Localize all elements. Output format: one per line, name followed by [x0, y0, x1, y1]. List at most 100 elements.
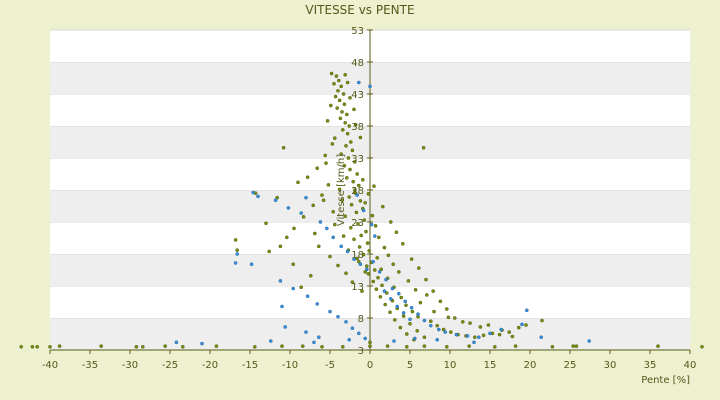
data-point [342, 163, 347, 168]
data-point [408, 317, 412, 322]
data-point [235, 252, 239, 256]
data-point [281, 145, 286, 150]
data-point [268, 339, 273, 343]
data-point [376, 235, 381, 240]
data-point [348, 225, 353, 230]
data-point [384, 277, 388, 282]
data-point [335, 106, 340, 110]
data-point [401, 314, 406, 318]
data-point [343, 73, 348, 77]
data-point [352, 107, 356, 112]
data-point [408, 321, 412, 326]
data-point [354, 210, 359, 215]
data-point [421, 145, 426, 150]
data-point [316, 244, 321, 249]
data-point [360, 177, 365, 182]
data-point [348, 167, 352, 172]
data-point [435, 323, 440, 328]
data-point [404, 344, 409, 349]
data-point [233, 238, 238, 242]
data-point [488, 331, 492, 336]
x-tick-label: 15 [484, 360, 497, 371]
data-point [134, 344, 139, 349]
data-point [326, 183, 331, 187]
data-point [368, 344, 372, 348]
data-point [332, 81, 336, 86]
y-tick-label: 33 [351, 154, 364, 165]
data-point [377, 270, 382, 274]
data-point [398, 325, 403, 330]
data-point [415, 328, 420, 333]
data-point [360, 289, 364, 293]
data-point [358, 262, 363, 267]
data-point [320, 344, 324, 349]
data-point [284, 235, 289, 240]
data-point [460, 320, 465, 324]
data-point [348, 96, 352, 100]
data-point [339, 152, 344, 156]
data-point [347, 195, 352, 199]
data-point [363, 200, 368, 205]
data-point [520, 322, 524, 327]
data-point [373, 224, 378, 228]
data-point [339, 84, 344, 89]
data-point [341, 92, 346, 96]
data-point [344, 271, 348, 276]
data-point [235, 248, 239, 252]
x-tick-label: -15 [242, 360, 258, 371]
data-point [305, 294, 310, 299]
x-tick-label: 0 [367, 360, 373, 371]
data-point [376, 275, 380, 280]
data-point [444, 307, 449, 311]
data-point [380, 283, 384, 288]
data-point [364, 229, 368, 234]
data-point [337, 187, 342, 192]
data-point [443, 330, 448, 334]
data-point [369, 222, 374, 227]
data-point [409, 257, 414, 261]
data-point [256, 194, 260, 199]
data-point [337, 98, 342, 103]
data-point [249, 262, 254, 267]
data-point [355, 193, 360, 197]
data-point [340, 128, 345, 132]
data-point [386, 253, 391, 258]
data-point [539, 335, 544, 340]
x-axis-title: Pente [%] [641, 375, 690, 386]
data-point [468, 321, 472, 325]
data-point [452, 316, 457, 320]
data-point [378, 295, 383, 299]
data-point [384, 291, 389, 295]
data-point [342, 102, 347, 107]
data-point [30, 344, 35, 349]
data-point [364, 264, 369, 268]
data-point [428, 319, 433, 324]
data-point [358, 135, 363, 140]
data-point [392, 339, 396, 343]
x-tick-label: -25 [162, 360, 178, 371]
data-point [524, 323, 528, 327]
plot-points [19, 71, 704, 349]
data-point [388, 296, 393, 301]
data-point [412, 336, 417, 341]
data-point [324, 161, 328, 165]
data-point [517, 325, 521, 330]
data-point [200, 341, 204, 346]
data-point [406, 279, 411, 283]
data-point [35, 344, 40, 349]
data-point [214, 344, 219, 348]
data-point [275, 195, 280, 200]
data-point [357, 245, 362, 249]
data-point [140, 344, 145, 349]
data-point [332, 136, 337, 140]
data-point [333, 94, 338, 99]
data-point [324, 226, 329, 231]
data-point [315, 302, 320, 306]
data-point [321, 198, 326, 203]
data-point [396, 291, 401, 296]
data-point [499, 327, 504, 332]
data-point [409, 305, 414, 310]
data-point [436, 327, 441, 332]
data-point [336, 78, 341, 83]
data-point [352, 160, 357, 164]
